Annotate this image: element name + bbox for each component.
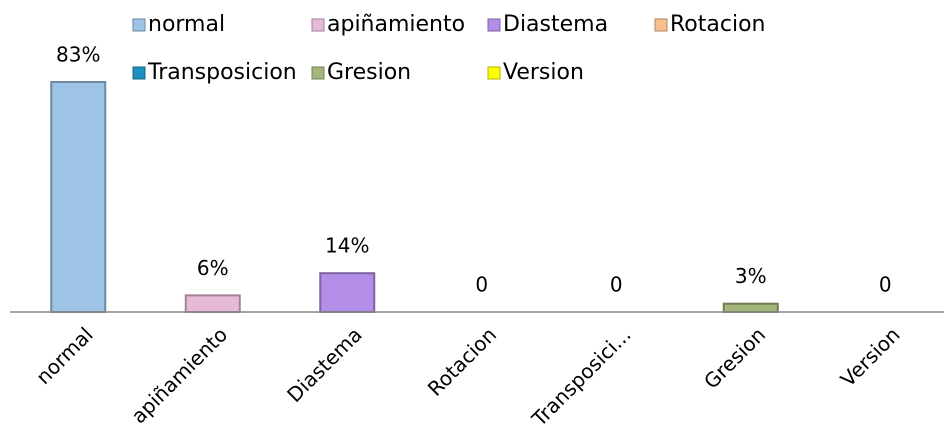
legend-label: Rotacion [670,12,765,37]
legend-swatch [487,18,501,32]
legend-swatch [132,18,146,32]
bar [184,294,241,314]
legend-label: normal [148,12,225,37]
x-tick-label: normal [31,322,98,389]
legend-label: Gresion [327,60,411,85]
value-label: 0 [879,273,892,297]
legend-swatch [311,66,325,80]
value-label: 83% [56,43,100,67]
legend-swatch [654,18,668,32]
legend-label: Version [503,60,584,85]
value-label: 0 [475,273,488,297]
value-label: 6% [197,256,229,280]
bar [50,81,107,313]
legend-label: Diastema [503,12,608,37]
legend-swatch [132,66,146,80]
x-tick-label: Diastema [282,322,367,407]
x-tick-label: Rotacion [423,322,501,400]
value-label: 3% [735,264,767,288]
x-tick-label: apiñamiento [126,322,232,428]
legend-swatch [487,66,501,80]
bar [722,302,779,313]
legend-label: Transposicion [147,60,297,85]
value-label: 0 [610,273,623,297]
legend-swatch [311,18,325,32]
legend-label: apiñamiento [327,12,465,37]
value-label: 14% [325,234,369,258]
bar [319,272,376,314]
x-tick-label: Gresion [699,322,770,393]
x-tick-label: Version [836,322,905,391]
x-tick-label: Transposici... [527,322,636,431]
